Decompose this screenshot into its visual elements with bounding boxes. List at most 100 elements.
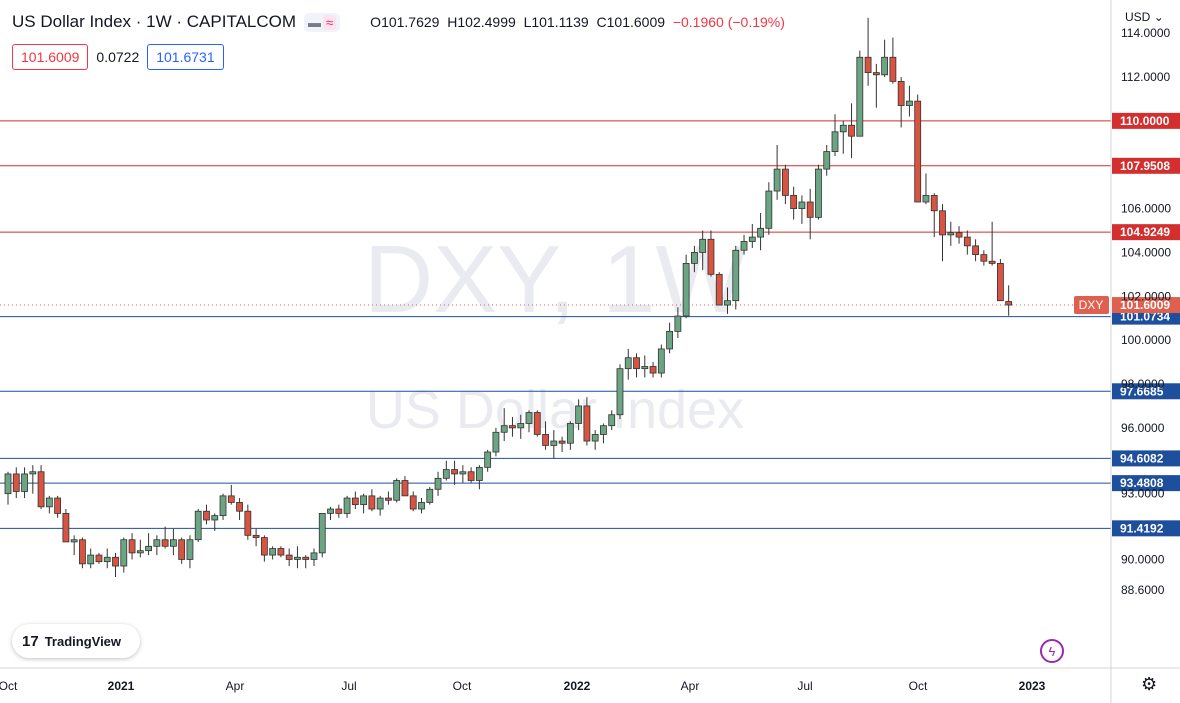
candle bbox=[327, 506, 334, 520]
candle bbox=[798, 195, 806, 224]
candle-body bbox=[848, 124, 855, 137]
candle-body bbox=[608, 414, 616, 427]
candle bbox=[856, 50, 864, 137]
candle bbox=[732, 245, 740, 310]
buy-price-button[interactable]: 101.6731 bbox=[147, 44, 224, 70]
candle-body bbox=[318, 513, 326, 554]
candle bbox=[922, 173, 930, 205]
candle bbox=[277, 546, 285, 558]
candle-body bbox=[4, 473, 12, 495]
candle bbox=[285, 548, 293, 567]
candle-body bbox=[624, 357, 632, 370]
candle-body bbox=[872, 72, 880, 76]
y-tick-label: 102.0000 bbox=[1121, 289, 1171, 303]
candle bbox=[633, 353, 640, 378]
candle-body bbox=[186, 539, 194, 560]
candle bbox=[4, 471, 12, 505]
last-price-label: 101.6009 bbox=[1120, 298, 1170, 312]
candle-body bbox=[1005, 301, 1013, 306]
level-label-bg bbox=[1112, 112, 1180, 129]
candle-body bbox=[128, 539, 136, 554]
candle bbox=[492, 427, 500, 457]
x-tick-label: Apr bbox=[226, 679, 245, 693]
candle-body bbox=[525, 412, 533, 424]
candle bbox=[715, 272, 723, 306]
candle-body bbox=[409, 495, 417, 510]
candle bbox=[227, 484, 235, 505]
candle-body bbox=[145, 545, 152, 552]
level-label: 91.4192 bbox=[1120, 521, 1164, 535]
candle bbox=[54, 495, 62, 518]
candle bbox=[724, 287, 731, 314]
candle-body bbox=[641, 366, 649, 370]
level-label-bg bbox=[1112, 224, 1180, 241]
candle-body bbox=[881, 56, 889, 76]
candle bbox=[219, 493, 227, 520]
candle bbox=[459, 465, 467, 483]
candle bbox=[385, 491, 392, 505]
candle bbox=[600, 423, 607, 444]
candle bbox=[872, 63, 880, 108]
candle bbox=[533, 410, 541, 437]
candle-body bbox=[285, 554, 293, 560]
candle bbox=[608, 410, 616, 431]
candle-body bbox=[831, 131, 839, 152]
candle-body bbox=[484, 451, 492, 468]
candle bbox=[657, 344, 665, 378]
candles bbox=[4, 17, 1013, 578]
x-tick-label: Oct bbox=[0, 679, 18, 693]
x-tick-label: 2023 bbox=[1019, 679, 1046, 693]
candle-body bbox=[740, 241, 748, 251]
candle bbox=[211, 513, 219, 531]
candle-body bbox=[889, 56, 897, 82]
candle-body bbox=[161, 539, 169, 547]
candle bbox=[451, 460, 458, 485]
level-label-bg bbox=[1112, 383, 1180, 400]
symbol-title[interactable]: US Dollar Index · 1W · CAPITALCOM bbox=[12, 12, 297, 31]
candle-body bbox=[87, 554, 95, 565]
candle-body bbox=[600, 425, 607, 435]
level-label: 93.4808 bbox=[1120, 476, 1164, 490]
candle bbox=[393, 478, 401, 503]
candle-body bbox=[657, 348, 665, 374]
candle bbox=[112, 552, 119, 578]
candle-body bbox=[434, 477, 442, 490]
currency-selector[interactable]: USD ⌄ bbox=[1125, 10, 1164, 24]
candle bbox=[343, 495, 351, 518]
chart-header: US Dollar Index · 1W · CAPITALCOM ▬ ≈ O1… bbox=[12, 12, 785, 32]
candle-body bbox=[327, 508, 334, 514]
candle-body bbox=[393, 480, 401, 501]
candle-body bbox=[558, 440, 566, 444]
x-tick-label: 2022 bbox=[564, 679, 591, 693]
candle-body bbox=[542, 434, 549, 446]
candle bbox=[583, 397, 591, 446]
settings-gear-icon[interactable]: ⚙ bbox=[1141, 674, 1158, 694]
level-label-bg bbox=[1112, 157, 1180, 174]
candle bbox=[691, 245, 698, 273]
candle bbox=[881, 39, 889, 77]
candle-body bbox=[343, 497, 351, 514]
candle-body bbox=[781, 168, 789, 196]
ohlc-readout: O101.7629 H102.4999 L101.1139 C101.6009 … bbox=[370, 14, 785, 30]
candle-body bbox=[922, 195, 930, 203]
candle bbox=[815, 164, 822, 220]
candle-body bbox=[674, 315, 682, 332]
candle-body bbox=[806, 201, 814, 218]
candle bbox=[914, 94, 922, 203]
candle bbox=[980, 250, 988, 266]
candle bbox=[95, 552, 103, 564]
chart-style-toggle[interactable]: ▬ ≈ bbox=[304, 12, 341, 32]
candle-body bbox=[418, 502, 425, 510]
bid-ask-row: 101.6009 0.0722 101.6731 bbox=[12, 44, 224, 70]
lightning-icon[interactable]: ϟ bbox=[1040, 639, 1064, 663]
candle bbox=[418, 498, 425, 514]
candle bbox=[988, 221, 996, 266]
x-tick-label: Oct bbox=[453, 679, 472, 693]
candle bbox=[823, 144, 831, 176]
tradingview-logo[interactable]: 17 TradingView bbox=[12, 624, 140, 658]
sell-price-button[interactable]: 101.6009 bbox=[12, 44, 89, 70]
candle-body bbox=[475, 466, 483, 481]
candle bbox=[682, 254, 690, 319]
candle-body bbox=[856, 56, 864, 137]
